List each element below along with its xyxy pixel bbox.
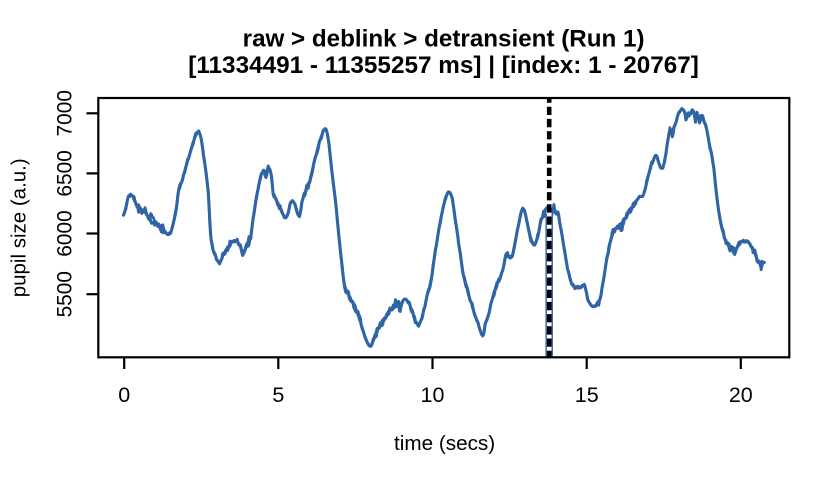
svg-text:pupil size (a.u.): pupil size (a.u.) [8,158,31,297]
svg-text:5500: 5500 [54,271,77,317]
svg-text:[11334491 - 11355257 ms] | [in: [11334491 - 11355257 ms] | [index: 1 - 2… [188,52,699,79]
svg-text:15: 15 [575,383,599,407]
svg-text:6000: 6000 [54,210,77,256]
svg-text:20: 20 [729,383,753,407]
svg-text:6500: 6500 [54,150,77,196]
svg-text:7000: 7000 [54,90,77,136]
svg-text:0: 0 [118,383,130,407]
svg-text:time (secs): time (secs) [394,432,495,455]
svg-text:10: 10 [421,383,445,407]
svg-text:raw > deblink > detransient (R: raw > deblink > detransient (Run 1) [243,25,645,52]
svg-text:5: 5 [272,383,284,407]
